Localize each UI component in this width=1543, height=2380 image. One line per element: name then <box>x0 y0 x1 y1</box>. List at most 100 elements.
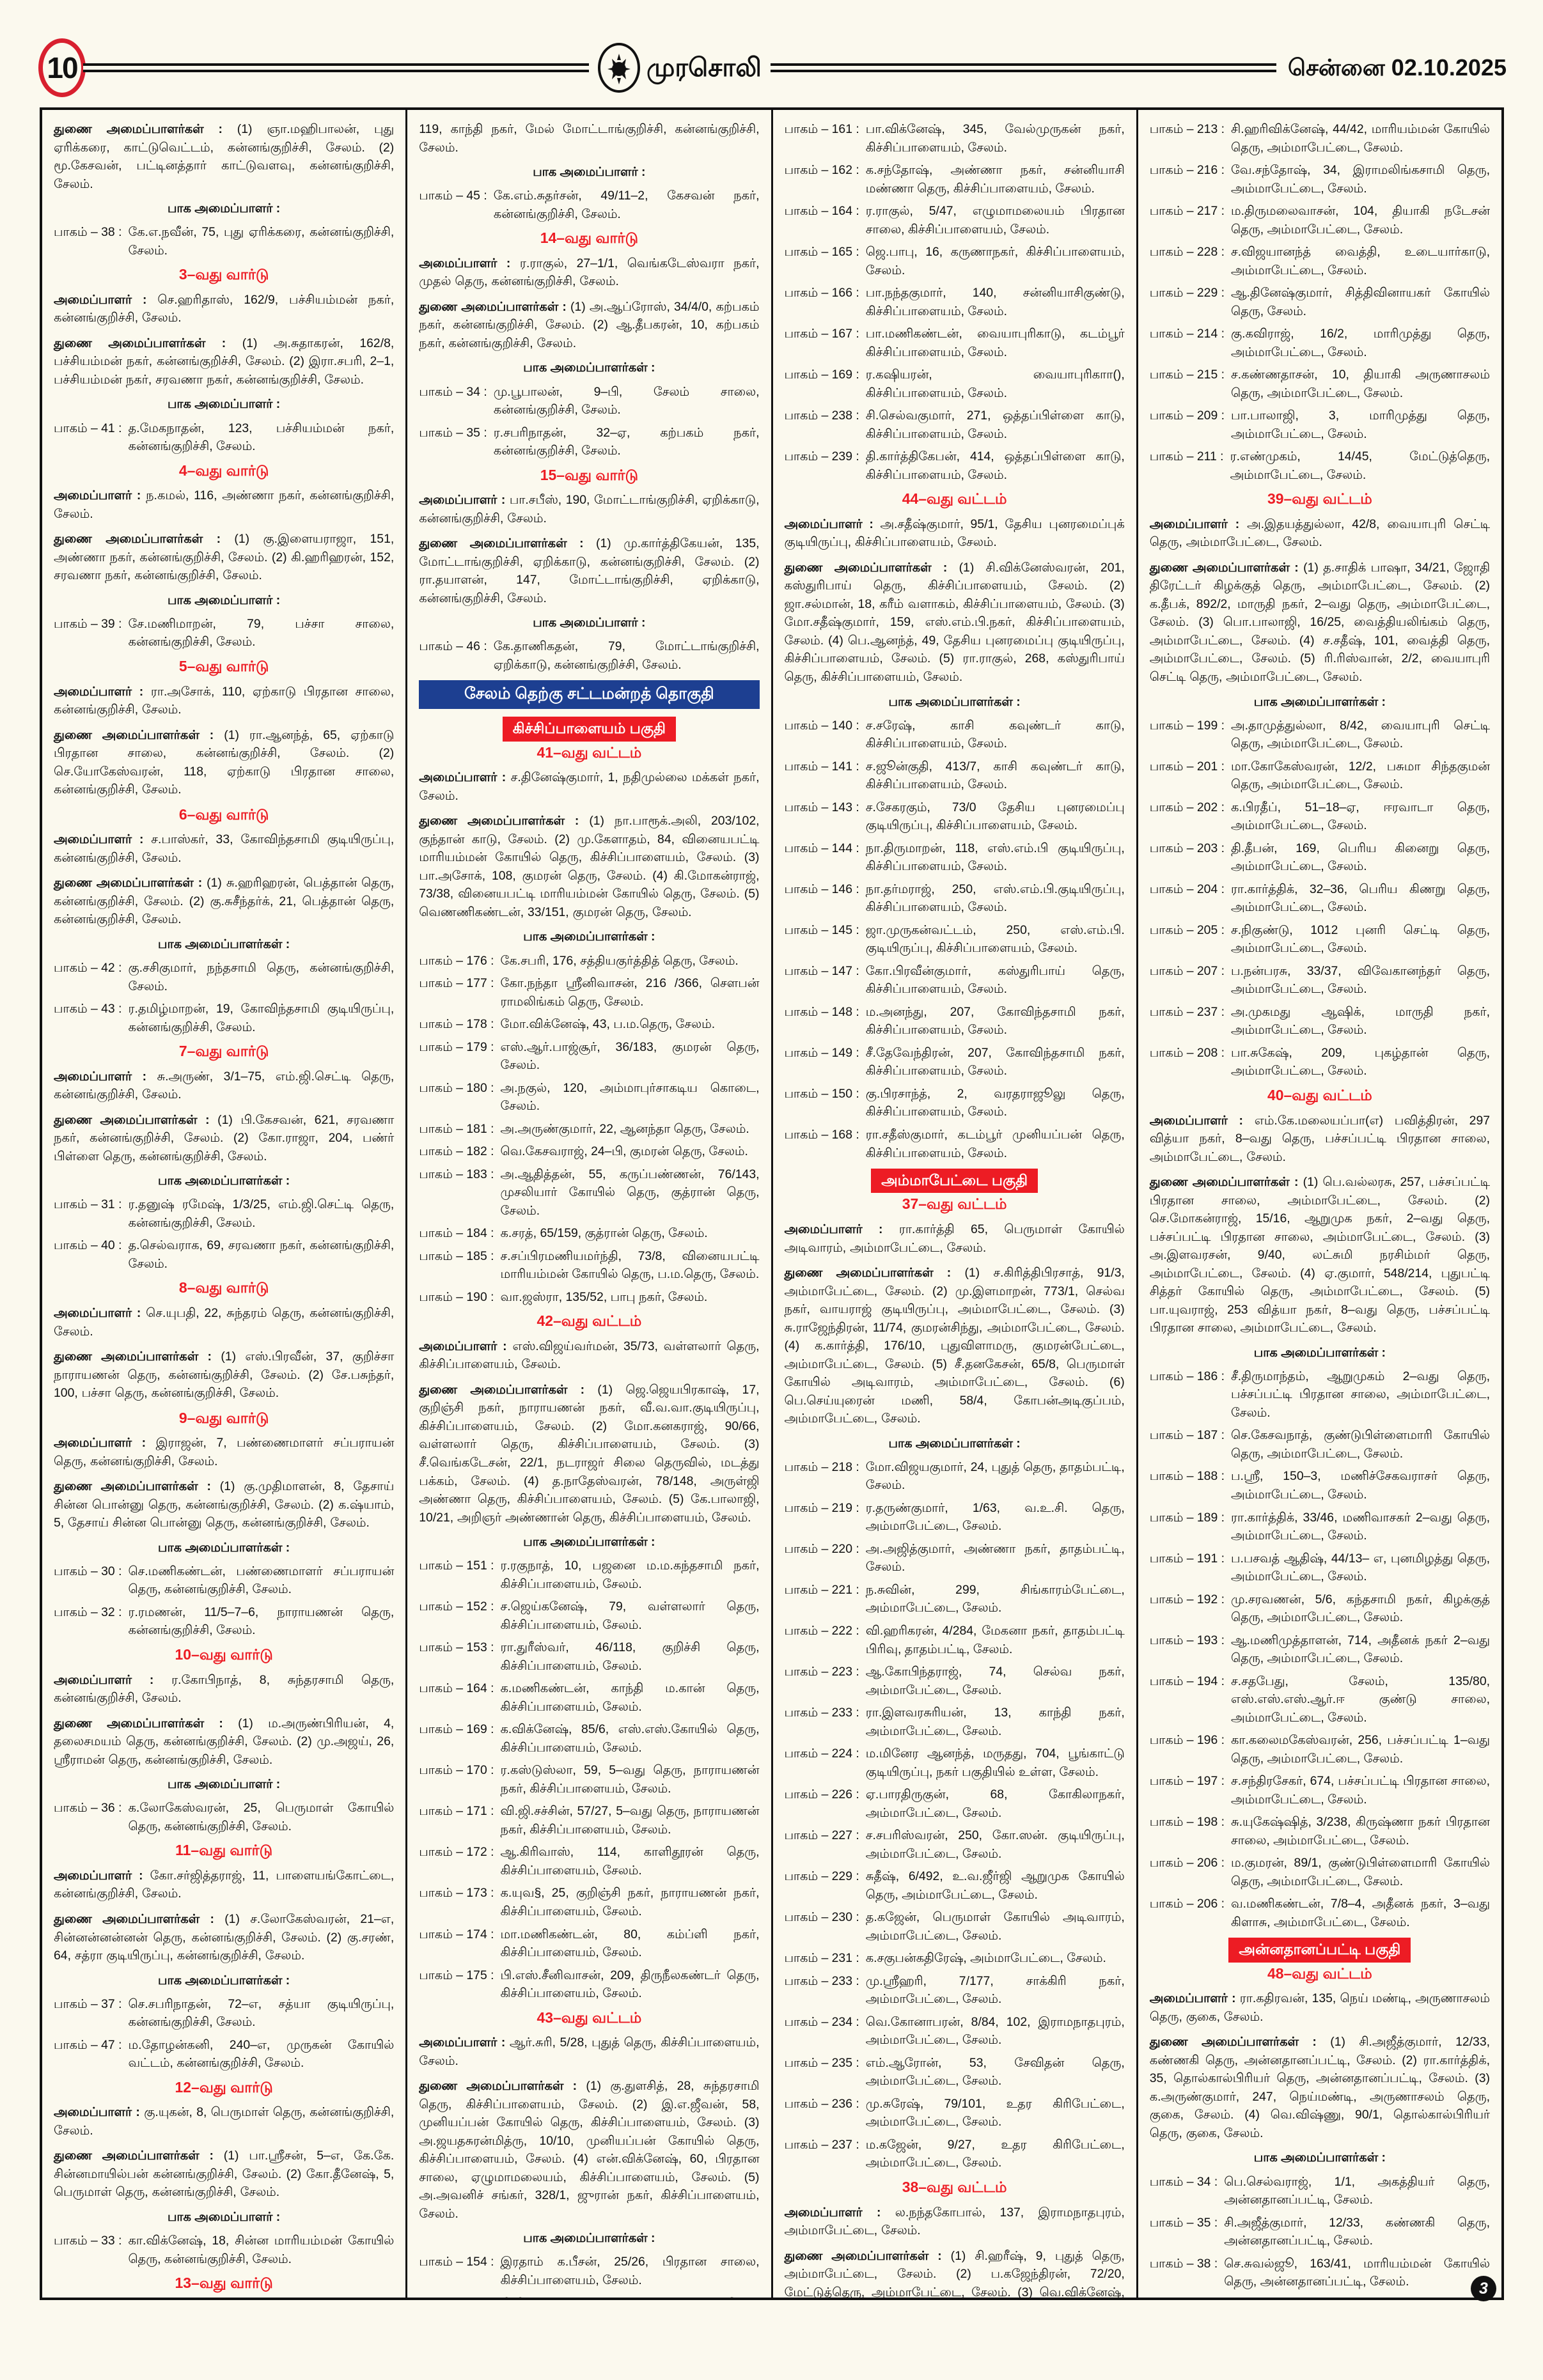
paragraph: துணை அமைப்பாளர்கள் : (1) ச.கிரித்திபிரசா… <box>785 1264 1125 1428</box>
paragraph-label: துணை அமைப்பாளர்கள் : <box>1149 560 1299 575</box>
part-person-address: ம.தோழன்கனி, 240–எ, முருகன் கோயில் வட்டம்… <box>128 2037 395 2071</box>
part-entry-row: பாகம் – 190 : வா.ஜஸ்ரா, 135/52, பாபு நகர்… <box>419 1288 759 1307</box>
paragraph-text: (1) சி.அஜீத்குமார், 12/33, கண்ணகி தெரு, … <box>1149 2035 1491 2140</box>
part-number: பாகம் – 152 : <box>419 1599 494 1614</box>
part-entry-row: பாகம் – 192 : மு.சரவணன், 5/6, கந்தசாமி நக… <box>1150 1591 1490 1627</box>
paragraph: அமைப்பாளர் : ரா.அசோக், 110, ஏற்காடு பிரத… <box>54 683 394 719</box>
part-entry-row: பாகம் – 147 : கோ.பிரவீன்குமார், கஸ்துரிபா… <box>785 962 1125 999</box>
part-number: பாகம் – 39 : <box>54 616 122 631</box>
footer-page-mark: 3 <box>1471 2276 1496 2301</box>
part-person-address: க.பிரதீப், 51–18–ஏ, ஈரவாடா தெரு, அம்மாபே… <box>1231 800 1490 833</box>
part-person-address: மு.சுரேஷ், 79/101, உதர கிரிபேட்டை, அம்மா… <box>865 2096 1125 2129</box>
paragraph-text: அ.சதீஷ்குமார், 95/1, தேசிய புனரமைப்புக் … <box>784 517 1125 550</box>
part-entry-row: பாகம் – 226 : ஏ.பாரதிருகுன், 68, கோகிலாநக… <box>785 1785 1125 1822</box>
part-number: பாகம் – 226 : <box>784 1787 859 1802</box>
part-person-address: ஏ.பாரதிருகுன், 68, கோகிலாநகர், அம்மாபேட்… <box>865 1787 1125 1820</box>
part-entry-row: பாகம் – 43 : ர.தமிழ்மாறன், 19, கோவிந்தசாம… <box>54 1000 394 1036</box>
part-number: பாகம் – 191 : <box>1149 1551 1225 1566</box>
part-number: பாகம் – 184 : <box>419 1226 494 1241</box>
paragraph-label: அமைப்பாளர் : <box>54 292 147 307</box>
paragraph-text: (1) எஸ்.பிரவீன், 37, குறிச்சா நாராயணன் த… <box>54 1349 395 1401</box>
paragraph-text: ல.நந்தகோபால், 137, இராமநாதபுரம், அம்மாபே… <box>784 2205 1125 2238</box>
part-entry-row: பாகம் – 233 : மு.ஸ்ரீஹரி, 7/177, சாக்கிரி… <box>785 1972 1125 2009</box>
part-entry-row: பாகம் – 229 : சுதீஷ், 6/492, உ.வ.ஜீர்ஜி ஆ… <box>785 1867 1125 1904</box>
part-number: பாகம் – 208 : <box>1149 1045 1225 1060</box>
part-organiser-label: பாக அமைப்பாளர் : <box>167 2209 281 2224</box>
paragraph-text: அ.இதயத்துல்லா, 42/8, வையாபுரி செட்டி தெர… <box>1149 517 1490 550</box>
paragraph-text: பா.சபீஸ், 190, மோட்டாங்குறிச்சி, ஏறிக்கா… <box>419 493 760 525</box>
part-number: பாகம் – 217 : <box>1149 204 1225 219</box>
part-entry-row: பாகம் – 169 : ர.கஷியரன், வையாபுரிகாா(), க… <box>785 366 1125 402</box>
part-person-address: ப.பசவத் ஆதிஷ், 44/13– எ, புனமிழத்து தெரு… <box>1231 1551 1490 1584</box>
part-entry-row: பாகம் – 235 : எம்.ஆரோன், 53, சேவிதன் தெரு… <box>785 2054 1125 2090</box>
paragraph-text: ர.ராகுல், 27–1/1, வெங்கடேஸ்வரா நகர், முத… <box>419 256 760 289</box>
part-entry-row: பாகம் – 172 : ஆ.கிரிவாஸ், 114, காளிதூரன் … <box>419 1843 759 1879</box>
part-person-address: கே.தாணிகதன், 79, மோட்டாங்குறிச்சி, ஏறிக்… <box>493 639 760 672</box>
paragraph-label: துணை அமைப்பாளர்கள் : <box>784 560 948 575</box>
part-person-address: சி.அஜீத்குமார், 12/33, கண்ணகி தெரு, அன்ன… <box>1224 2215 1490 2248</box>
paragraph: துணை அமைப்பாளர்கள் : (1) பா.ஸ்ரீசன், 5–எ… <box>54 2147 394 2202</box>
part-entry-row: பாகம் – 211 : ர.எண்முகம், 14/45, மேட்டுத்… <box>1150 447 1490 484</box>
part-entry-row: பாகம் – 35 : சி.அஜீத்குமார், 12/33, கண்ணக… <box>1150 2214 1490 2250</box>
paragraph: அமைப்பாளர் : அ.சதீஷ்குமார், 95/1, தேசிய … <box>785 515 1125 552</box>
part-number: பாகம் – 161 : <box>784 122 859 136</box>
part-number: பாகம் – 145 : <box>784 922 859 937</box>
part-person-address: ம.திருமலைவாசன், 104, தியாகி நடேசன் தெரு,… <box>1231 204 1490 237</box>
part-number: பாகம் – 36 : <box>54 1801 122 1816</box>
paragraph-label: அமைப்பாளர் : <box>419 2035 506 2050</box>
part-number: பாகம் – 213 : <box>1149 122 1225 136</box>
part-person-address: அ.ஆதித்தன், 55, கருப்பண்ணன், 76/143, முச… <box>500 1167 760 1218</box>
part-entry-row: பாகம் – 33 : கா.விக்னேஷ், 18, சின்ன மாரிய… <box>54 2232 394 2268</box>
paragraph-text: (1) ச.கிரித்திபிரசாத், 91/3, அம்மாபேட்டை… <box>784 1266 1125 1426</box>
part-person-address: தி.கார்த்திகேபன், 414, ஒத்தப்பிள்ளை காடு… <box>865 449 1125 482</box>
ward-heading: 44–வது வட்டம் <box>902 490 1007 508</box>
part-organiser-label: பாக அமைப்பாளர்கள் : <box>523 1535 655 1550</box>
part-person-address: மோ.விக்னேஷ், 43, ப.ம.தெரு, சேலம். <box>500 1017 716 1032</box>
paragraph: 119, காந்தி நகர், மேல் மோட்டாங்குறிச்சி,… <box>419 120 759 157</box>
part-number: பாகம் – 238 : <box>784 408 859 423</box>
paragraph: துணை அமைப்பாளர்கள் : (1) சி.விக்னேஸ்வரன்… <box>785 559 1125 687</box>
part-number: பாகம் – 144 : <box>784 841 859 855</box>
masthead-rule-right <box>770 63 1276 72</box>
paragraph-label: அமைப்பாளர் : <box>419 493 506 508</box>
part-person-address: சு.யுகேஷ்ஷித், 3/238, கிருஷ்ணா நகர் பிரத… <box>1231 1815 1490 1847</box>
part-person-address: கே.எ.நவீன், 75, புது ஏரிக்கரை, கன்னங்குற… <box>128 225 395 258</box>
paragraph-label: துணை அமைப்பாளர்கள் : <box>54 1716 223 1731</box>
part-entry-row: பாகம் – 168 : ரா.சதீஸ்குமார், கடம்பூர் மு… <box>785 1126 1125 1162</box>
part-entry-row: பாகம் – 169 : க.விக்னேஷ், 85/6, எஸ்.எஸ்.க… <box>419 1720 759 1757</box>
part-person-address: கோ.நந்தா ஸ்ரீனிவாசன், 216 /366, சௌபன் ரா… <box>500 976 760 1009</box>
part-number: பாகம் – 205 : <box>1149 922 1225 937</box>
paragraph-label: துணை அமைப்பாளர்கள் : <box>54 727 214 742</box>
part-entry-row: பாகம் – 223 : ஆ.கோபிந்தராஜ், 74, செல்வ நக… <box>785 1663 1125 1699</box>
paragraph-label: துணை அமைப்பாளர்கள் : <box>784 1266 952 1280</box>
part-person-address: பா.நந்தகுமார், 140, சன்னியாசிகுண்டு, கிச… <box>865 286 1125 318</box>
part-number: பாகம் – 229 : <box>784 1869 859 1884</box>
paragraph: துணை அமைப்பாளர்கள் : (1) ஜெ.ஜெயபிரகாஷ், … <box>419 1381 759 1527</box>
part-person-address: ச.சேகரகும், 73/0 தேசிய புனரமைப்பு குடியி… <box>865 800 1125 833</box>
paragraph-text: செ.ஹரிதாஸ், 162/9, பச்சியம்மன் நகர், கன்… <box>54 292 395 325</box>
part-person-address: வி.ஹரிகரன், 4/284, மேகனா நகர், தாதம்பட்ட… <box>865 1624 1125 1656</box>
part-number: பாகம் – 236 : <box>784 2096 859 2111</box>
paragraph-label: துணை அமைப்பாளர்கள் : <box>54 2149 214 2163</box>
paragraph-text: செ.யுபதி, 22, சுந்தரம் தெரு, கன்னங்குறிச… <box>54 1306 395 1339</box>
part-person-address: செ.கேசவநாத், குண்டுபிள்ளைமாரி கோயில் தெர… <box>1231 1428 1490 1461</box>
ward-heading: 12–வது வார்டு <box>175 2078 273 2096</box>
part-person-address: க.சந்தோஷ், அண்ணா நகர், சன்னியாசி மண்ணா த… <box>865 163 1125 196</box>
part-number: பாகம் – 175 : <box>419 1968 494 1982</box>
part-number: பாகம் – 34 : <box>419 384 487 399</box>
part-person-address: அ.அஜித்குமார், அண்ணா நகர், தாதம்பட்டி, ச… <box>865 1541 1125 1575</box>
part-number: பாகம் – 45 : <box>419 189 487 203</box>
part-organiser-label: பாக அமைப்பாளர் : <box>167 593 281 607</box>
part-entry-row: பாகம் – 194 : ச.சதபேது, சேலம், 135/80, எஸ… <box>1150 1672 1490 1727</box>
paragraph: அமைப்பாளர் : ல.நந்தகோபால், 137, இராமநாதப… <box>785 2204 1125 2240</box>
part-number: பாகம் – 164 : <box>419 1681 494 1696</box>
part-person-address: பெ.செல்வராஜ், 1/1, அகத்தியர் தெரு, அன்னத… <box>1224 2174 1490 2207</box>
part-entry-row: பாகம் – 164 : க.மணிகண்டன், காந்தி ம.கான் … <box>419 1679 759 1716</box>
paragraph-text: (1) அ.சுதாகரன், 162/8, பச்சியம்மன் நகர்,… <box>54 336 395 387</box>
part-person-address: மா.கோகேஸ்வரன், 12/2, பசுமா சிந்தகுமன் தெ… <box>1231 759 1490 792</box>
part-person-address: எம்.ஆரோன், 53, சேவிதன் தெரு, அம்மாபேட்டை… <box>865 2055 1125 2088</box>
part-entry-row: பாகம் – 170 : ர.கஸ்டுஸ்லா, 59, 5–வது தெரு… <box>419 1761 759 1798</box>
part-number: பாகம் – 179 : <box>419 1039 494 1054</box>
paragraph-label: அமைப்பாளர் : <box>419 1339 507 1353</box>
part-entry-row: பாகம் – 233 : ரா.இளவரசுரியன், 13, காந்தி … <box>785 1704 1125 1740</box>
